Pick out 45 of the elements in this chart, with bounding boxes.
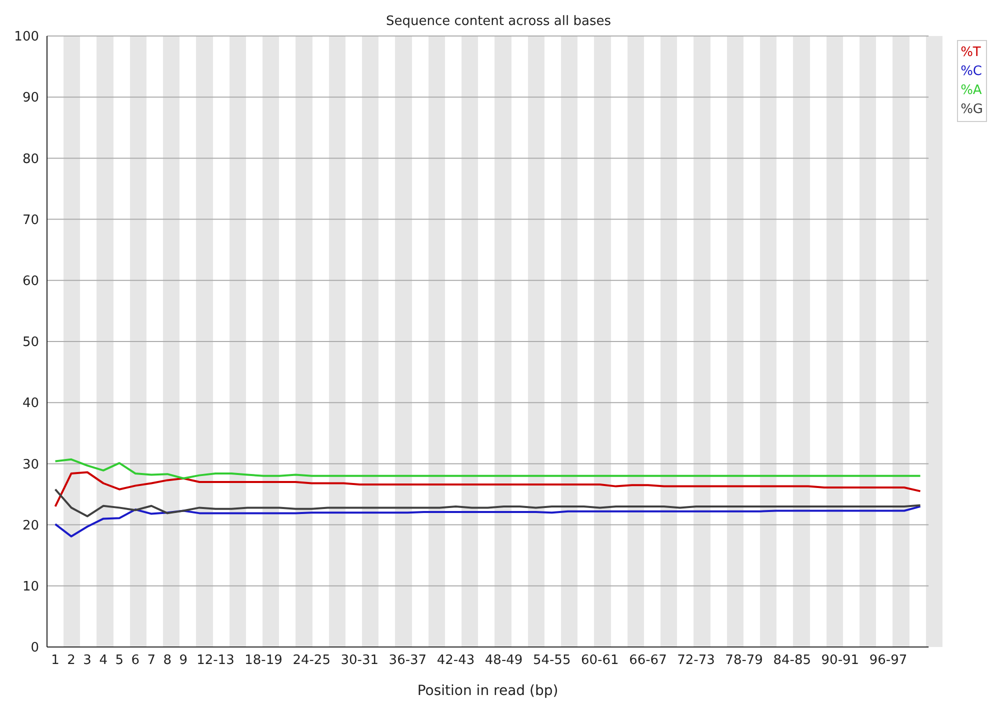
text: %A: [960, 82, 983, 100]
y-tick-label: 20: [22, 518, 39, 534]
x-tick-label: 90-91: [821, 653, 860, 668]
x-tick-label: 3: [83, 653, 92, 668]
x-tick-label: 8: [163, 653, 172, 668]
x-tick-label: 54-55: [532, 653, 571, 668]
y-tick-label: 10: [22, 580, 39, 595]
x-tick-label: 42-43: [436, 653, 475, 668]
x-tick-label: 48-49: [484, 653, 523, 668]
line-series: [54, 471, 922, 508]
text: %G: [960, 101, 983, 119]
line-series: [54, 488, 922, 518]
x-tick-label: 30-31: [340, 653, 379, 668]
line-series: [54, 505, 922, 538]
y-tick-label: 70: [22, 212, 39, 228]
x-tick-label: 18-19: [244, 653, 282, 668]
x-tick-label: 2: [67, 653, 76, 668]
x-tick-label: 24-25: [292, 653, 330, 668]
y-tick-label: 50: [22, 335, 39, 350]
x-axis-title: Position in read (bp): [417, 683, 558, 699]
x-tick-label: 5: [115, 653, 124, 668]
x-tick-label: 6: [131, 653, 140, 668]
x-tick-label: 96-97: [869, 653, 908, 668]
x-tick-label: 4: [99, 653, 108, 668]
y-tick-label: 90: [22, 90, 39, 106]
x-tick-label: 1: [51, 653, 60, 668]
y-tick-label: 60: [22, 274, 39, 290]
x-tick-label: 84-85: [773, 653, 812, 668]
text: %T: [960, 44, 982, 62]
x-tick-label: 12-13: [196, 653, 234, 668]
chart-title: Sequence content across all bases: [384, 14, 612, 29]
y-tick-label: 40: [22, 396, 39, 412]
x-tick-label: 9: [179, 653, 188, 668]
x-tick-label: 7: [147, 653, 156, 668]
y-tick-label: 80: [22, 152, 39, 167]
y-tick-label: 30: [22, 457, 39, 472]
x-tick-label: 78-79: [725, 653, 763, 668]
x-tick-label: 66-67: [629, 653, 667, 668]
y-tick-label: 100: [14, 30, 39, 45]
text: %C: [960, 63, 983, 81]
x-tick-label: 36-37: [388, 653, 427, 668]
y-tick-label: 0: [30, 640, 39, 656]
x-tick-label: 60-61: [581, 653, 619, 668]
x-tick-label: 72-73: [677, 653, 715, 668]
line-series: [54, 458, 922, 480]
